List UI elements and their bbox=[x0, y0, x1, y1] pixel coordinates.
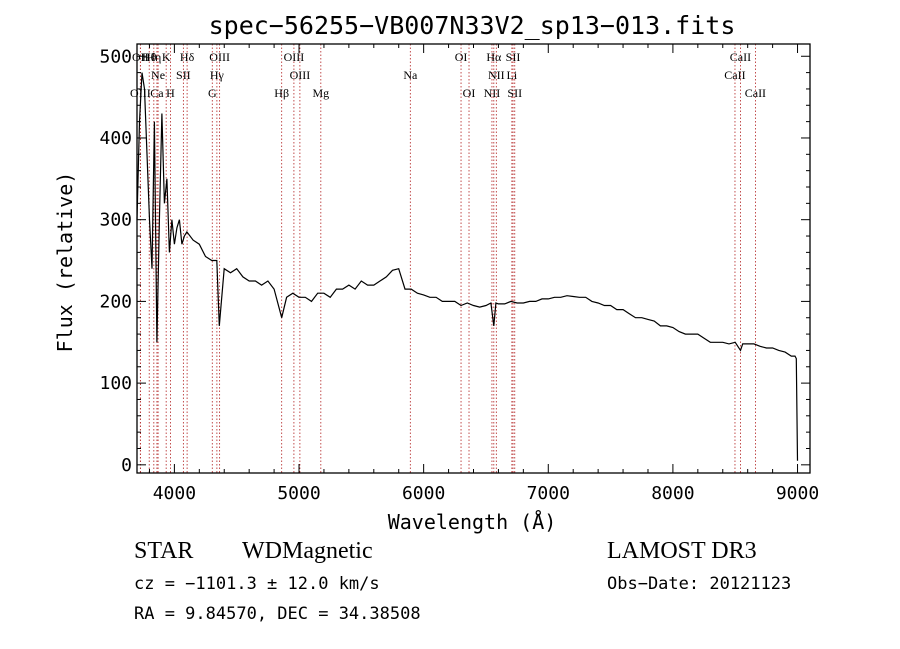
line-marker-label: Hβ bbox=[274, 86, 289, 100]
y-tick-label: 200 bbox=[99, 291, 132, 312]
line-marker-label: Ca bbox=[150, 86, 164, 100]
x-tick-label: 8000 bbox=[651, 483, 694, 504]
line-marker-label: CaII bbox=[724, 68, 745, 82]
x-tick-label: 6000 bbox=[402, 483, 445, 504]
line-marker-label: OIII bbox=[209, 50, 230, 64]
y-axis-label: Flux (relative) bbox=[53, 172, 77, 353]
obs-date: Obs−Date: 20121123 bbox=[607, 574, 792, 594]
line-marker-label: SII bbox=[506, 50, 521, 64]
line-marker-label: CaII bbox=[730, 50, 751, 64]
line-marker-label: Mg bbox=[312, 86, 329, 100]
object-class: STAR bbox=[134, 538, 194, 564]
x-tick-label: 5000 bbox=[277, 483, 320, 504]
line-marker-label: Na bbox=[403, 68, 418, 82]
line-marker-label: K bbox=[162, 50, 171, 64]
x-tick-label: 9000 bbox=[776, 483, 819, 504]
chart-title: spec−56255−VB007N33V2_sp13−013.fits bbox=[209, 11, 736, 40]
line-marker-label: G bbox=[208, 86, 217, 100]
y-tick-label: 500 bbox=[99, 46, 132, 67]
line-marker-label: Hθ bbox=[142, 50, 157, 64]
line-marker-label: OIII bbox=[290, 68, 311, 82]
line-marker-label: OI bbox=[463, 86, 476, 100]
line-marker-label: CaII bbox=[745, 86, 766, 100]
plot-frame bbox=[136, 43, 811, 474]
line-marker-label: Ne bbox=[151, 68, 165, 82]
line-marker-label: NII bbox=[484, 86, 501, 100]
x-tick-label: 7000 bbox=[527, 483, 570, 504]
x-tick-label: 4000 bbox=[153, 483, 196, 504]
line-marker-label: Hδ bbox=[180, 50, 195, 64]
spectrum-line bbox=[136, 72, 799, 461]
y-tick-label: 400 bbox=[99, 128, 132, 149]
x-axis-ticks: 4000 5000 6000 7000 8000 9000 bbox=[148, 44, 819, 504]
line-markers bbox=[139, 44, 756, 473]
line-marker-label: OI bbox=[455, 50, 468, 64]
line-marker-label: SII bbox=[507, 86, 522, 100]
coordinates-readout: RA = 9.84570, DEC = 34.38508 bbox=[134, 604, 421, 624]
survey-name: LAMOST DR3 bbox=[607, 538, 757, 564]
line-marker-label: Hη bbox=[146, 50, 161, 64]
object-subclass: WDMagnetic bbox=[242, 538, 373, 564]
line-marker-label: Hγ bbox=[210, 68, 225, 82]
y-tick-label: 100 bbox=[99, 373, 132, 394]
line-marker-label: OIII bbox=[284, 50, 305, 64]
line-marker-label: NII bbox=[488, 68, 505, 82]
y-axis-ticks: 0 100 200 300 400 500 bbox=[99, 46, 810, 476]
line-marker-label: Hα bbox=[486, 50, 502, 64]
line-marker-label: H bbox=[166, 86, 175, 100]
line-marker-label: Li bbox=[507, 68, 518, 82]
y-tick-label: 300 bbox=[99, 210, 132, 231]
x-axis-label: Wavelength (Å) bbox=[388, 510, 557, 534]
line-marker-label: SII bbox=[176, 68, 191, 82]
line-marker-label: OII bbox=[132, 50, 149, 64]
redshift-readout: cz = −1101.3 ± 12.0 km/s bbox=[134, 574, 380, 594]
y-tick-label: 0 bbox=[121, 455, 132, 476]
